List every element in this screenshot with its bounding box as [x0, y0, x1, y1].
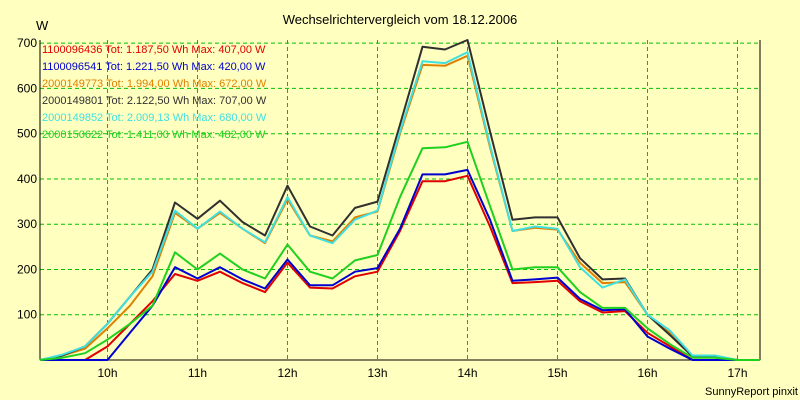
series-line-2000149852	[39, 51, 760, 361]
y-tick-label: 300	[17, 217, 37, 231]
legend-entry-1100096436: 1100096436 Tot: 1.187,50 Wh Max: 407,00 …	[42, 44, 266, 56]
chart-title: Wechselrichtervergleich vom 18.12.2006	[283, 12, 518, 27]
legend-entry-2000149852: 2000149852 Tot: 2.009,13 Wh Max: 680,00 …	[42, 112, 267, 124]
legend-entry-1100096541: 1100096541 Tot: 1.221,50 Wh Max: 420,00 …	[42, 61, 266, 73]
series-line-2000150622	[39, 140, 760, 361]
x-tick-label: 13h	[367, 366, 387, 380]
y-tick-label: 700	[17, 36, 37, 50]
y-tick-label: 400	[17, 172, 37, 186]
x-tick-label: 10h	[97, 366, 117, 380]
legend-entry-2000150622: 2000150622 Tot: 1.411,00 Wh Max: 482,00 …	[42, 129, 266, 141]
x-tick-label: 12h	[277, 366, 297, 380]
x-tick-label: 11h	[188, 366, 207, 380]
legend-entry-2000149773: 2000149773 Tot: 1.994,00 Wh Max: 672,00 …	[42, 78, 267, 90]
y-axis-label: W	[36, 18, 49, 33]
series-line-1100096541	[40, 168, 760, 361]
x-tick-label: 15h	[547, 366, 567, 380]
legend-entry-2000149801: 2000149801 Tot: 2.122,50 Wh Max: 707,00 …	[42, 95, 267, 107]
credit-label: SunnyReport pinxit	[705, 386, 798, 398]
y-tick-label: 100	[17, 308, 37, 322]
y-tick-label: 600	[17, 81, 37, 95]
x-tick-label: 17h	[727, 366, 747, 380]
plot-area	[40, 40, 760, 360]
x-tick-label: 14h	[457, 366, 477, 380]
x-tick-label: 16h	[637, 366, 657, 380]
y-tick-label: 500	[17, 127, 37, 141]
y-tick-label: 200	[17, 262, 37, 276]
